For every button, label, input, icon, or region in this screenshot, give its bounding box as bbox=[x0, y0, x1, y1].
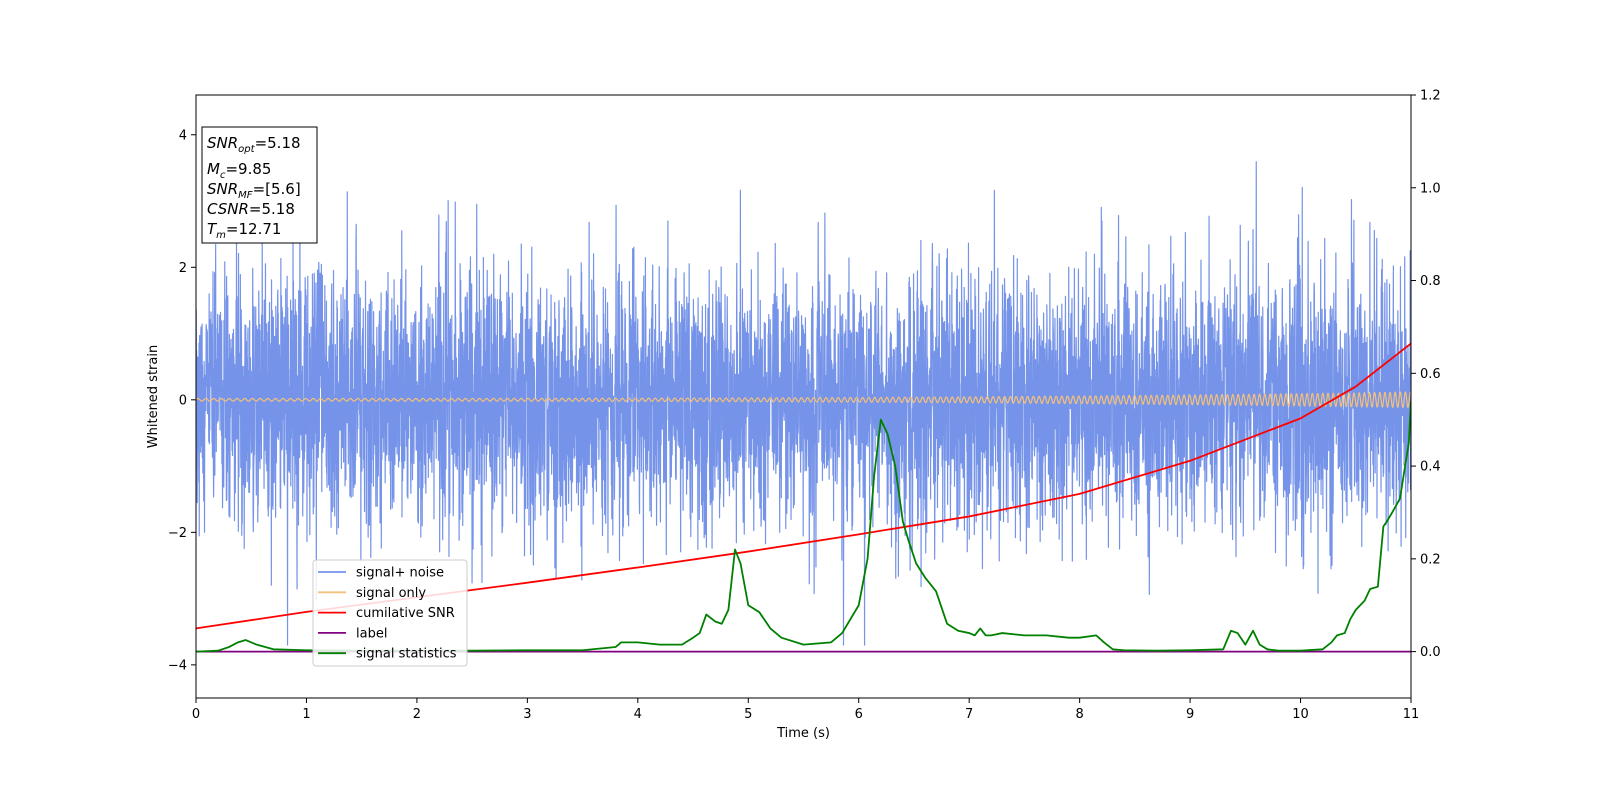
stat-subscript: m bbox=[216, 230, 226, 241]
x-tick-label: 9 bbox=[1186, 707, 1194, 722]
stats-line: SNRMF=[5.6] bbox=[207, 180, 301, 201]
stat-value: =12.71 bbox=[226, 220, 282, 238]
legend-frame bbox=[312, 559, 468, 667]
y2-tick-label: 0.4 bbox=[1420, 460, 1441, 475]
y2-tick-label: 1.0 bbox=[1420, 181, 1441, 196]
x-tick-label: 5 bbox=[744, 707, 752, 722]
y-axis-left: −4 −2 0 2 4 bbox=[168, 128, 196, 673]
stat-subscript: MF bbox=[238, 190, 253, 201]
legend-label: label bbox=[356, 626, 387, 641]
x-tick-label: 6 bbox=[855, 707, 863, 722]
legend-label: signal statistics bbox=[356, 647, 457, 662]
x-tick-label: 0 bbox=[192, 707, 200, 722]
legend-label: signal only bbox=[356, 586, 426, 601]
y2-tick-label: 0.0 bbox=[1420, 645, 1441, 660]
legend: signal+ noise signal only cumilative SNR la… bbox=[312, 559, 468, 667]
y-axis-label: Whitened strain bbox=[146, 345, 161, 448]
stats-box: SNRopt=5.18Mc=9.85SNRMF=[5.6]CSNR=5.18Tm… bbox=[201, 126, 318, 244]
stat-name: SNR bbox=[207, 180, 238, 198]
y-tick-label: 0 bbox=[179, 393, 187, 408]
stat-value: =5.18 bbox=[255, 134, 301, 152]
stat-value: =9.85 bbox=[225, 160, 271, 178]
y-axis-right: 0.0 0.2 0.4 0.6 0.8 1.0 1.2 bbox=[1411, 89, 1441, 660]
stat-name: M bbox=[207, 160, 220, 178]
y2-tick-label: 0.6 bbox=[1420, 367, 1441, 382]
legend-label: cumilative SNR bbox=[356, 606, 455, 621]
y2-tick-label: 0.8 bbox=[1420, 274, 1441, 289]
x-axis-label: Time (s) bbox=[776, 726, 830, 741]
y2-tick-label: 0.2 bbox=[1420, 552, 1441, 567]
stats-line: Mc=9.85 bbox=[207, 160, 271, 181]
x-tick-label: 8 bbox=[1075, 707, 1083, 722]
x-tick-label: 3 bbox=[523, 707, 531, 722]
plot-frame bbox=[195, 94, 1412, 699]
x-tick-label: 2 bbox=[413, 707, 421, 722]
stat-value: =[5.6] bbox=[253, 180, 301, 198]
stat-name: T bbox=[207, 220, 218, 238]
stat-value: =5.18 bbox=[249, 200, 295, 218]
x-tick-label: 4 bbox=[634, 707, 642, 722]
stat-name: CSNR bbox=[207, 200, 249, 218]
y-tick-label: −2 bbox=[168, 526, 187, 541]
x-tick-label: 1 bbox=[302, 707, 310, 722]
stats-box-frame bbox=[201, 126, 318, 244]
y-tick-label: 2 bbox=[179, 261, 187, 276]
series-line-0 bbox=[196, 161, 1411, 646]
stat-name: SNR bbox=[207, 134, 238, 152]
x-tick-label: 10 bbox=[1292, 707, 1309, 722]
stat-subscript: opt bbox=[238, 144, 255, 155]
y-tick-label: −4 bbox=[168, 658, 187, 673]
stats-line: SNRopt=5.18 bbox=[207, 134, 301, 155]
series-line-1 bbox=[196, 391, 1411, 409]
x-axis: 0 1 2 3 4 5 6 7 8 9 10 11 bbox=[192, 698, 1419, 722]
series-line-4 bbox=[196, 401, 1411, 653]
legend-label: signal+ noise bbox=[356, 566, 444, 581]
stats-line: Tm=12.71 bbox=[207, 220, 281, 241]
y2-tick-label: 1.2 bbox=[1420, 89, 1441, 104]
stat-subscript: c bbox=[220, 170, 226, 181]
y-tick-label: 4 bbox=[179, 128, 187, 143]
stats-line: CSNR=5.18 bbox=[207, 200, 295, 218]
x-tick-label: 11 bbox=[1403, 707, 1420, 722]
x-tick-label: 7 bbox=[965, 707, 973, 722]
